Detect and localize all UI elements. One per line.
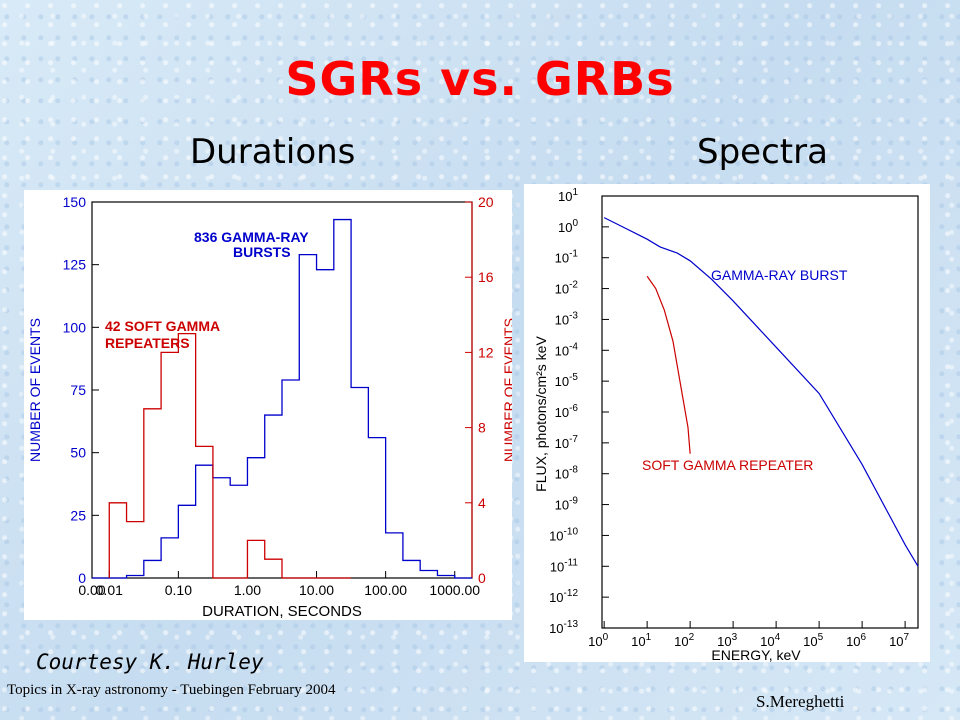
footer-course-info: Topics in X-ray astronomy - Tuebingen Fe… [7, 682, 336, 698]
grb-label-line-1: 836 GAMMA-RAY [194, 229, 309, 245]
histogram-left-y-label: NUMBER OF EVENTS [27, 318, 43, 462]
durations-heading: Durations [190, 132, 356, 172]
histogram-x-tick-label: 0.10 [165, 582, 192, 598]
courtesy-credit: Courtesy K. Hurley [36, 650, 264, 674]
grb-label-line-2: BURSTS [233, 244, 291, 260]
spectra-y-tick-label: 10-12 [549, 588, 578, 605]
spectra-y-tick-label: 10-9 [555, 496, 579, 513]
spectra-y-tick-label: 10-1 [555, 249, 579, 266]
histogram-x-tick-label: 1.00 [234, 582, 261, 598]
grb-spectrum-label: GAMMA-RAY BURST [711, 267, 848, 283]
sgr-spectrum-line [646, 275, 691, 454]
duration-histogram-chart: 0.000.01 0.10 1.00 10.00 100.00 1000.00 0 25 50… [27, 194, 517, 620]
spectra-y-tick-label: 10-8 [555, 465, 579, 482]
histogram-right-y-tick-label: 12 [478, 344, 494, 360]
spectra-y-tick-label: 10-5 [555, 372, 579, 389]
grb-duration-histogram-line [92, 218, 472, 579]
histogram-right-y-tick-label: 0 [478, 570, 486, 586]
spectra-heading: Spectra [697, 132, 828, 172]
spectra-y-tick-label: 10-3 [555, 310, 579, 327]
histogram-right-y-tick-label: 8 [478, 420, 486, 436]
histogram-x-tick-label: 0.01 [96, 582, 123, 598]
spectra-frame [601, 195, 919, 629]
footer-author: S.Mereghetti [756, 692, 845, 711]
histogram-left-y-tick-label: 25 [70, 507, 86, 523]
spectra-y-tick-label: 101 [558, 187, 578, 204]
histogram-left-y-tick-label: 100 [63, 319, 87, 335]
spectra-y-tick-label: 10-2 [555, 280, 579, 297]
histogram-left-y-tick-label: 150 [63, 194, 87, 210]
histogram-x-tick-label: 100.00 [364, 582, 407, 598]
sgr-duration-histogram-line [108, 332, 352, 579]
histogram-right-y-tick-label: 4 [478, 495, 486, 511]
histogram-left-y-tick-label: 0 [78, 570, 86, 586]
histogram-x-tick-label: 0.00 [78, 582, 105, 598]
histogram-right-y-label: NUMBER OF EVENTS [501, 318, 512, 462]
histogram-x-label: DURATION, SECONDS [202, 603, 362, 620]
sgr-label-line-1: 42 SOFT GAMMA [105, 318, 220, 334]
spectra-panel: 100 101 102 103 104 105 106 107 101 100 10-1 10-2 1… [524, 184, 930, 663]
spectra-y-tick-label: 10-6 [555, 403, 579, 420]
slide-title: SGRs vs. GRBs [285, 52, 675, 106]
spectra-x-label: ENERGY, keV [711, 647, 801, 662]
histogram-right-y-tick-label: 20 [478, 194, 494, 210]
spectra-y-tick-label: 10-7 [555, 434, 579, 451]
sgr-label-line-2: REPEATERS [105, 335, 190, 351]
spectra-y-tick-label: 100 [558, 218, 578, 235]
spectra-y-tick-label: 10-11 [550, 557, 579, 574]
spectra-x-tick-label: 101 [631, 632, 651, 649]
histogram-right-y-tick-label: 16 [478, 269, 494, 285]
spectra-x-tick-label: 102 [674, 632, 694, 649]
spectra-x-tick-label: 107 [889, 632, 909, 649]
spectra-y-label: FLUX, photons/cm²s keV [533, 336, 549, 492]
histogram-left-y-tick-label: 125 [63, 257, 87, 273]
sgr-spectrum-label: SOFT GAMMA REPEATER [642, 457, 813, 473]
spectra-x-tick-label: 106 [846, 632, 866, 649]
durations-panel: 0.00 0.01 0.10 1.00 10.00 100.00 1000.00 0 25 50… [24, 190, 517, 620]
spectra-y-tick-label: 10-4 [555, 341, 579, 358]
spectra-x-tick-label: 105 [803, 632, 823, 649]
spectra-y-tick-label: 10-10 [549, 526, 578, 543]
histogram-left-y-tick-label: 50 [70, 445, 86, 461]
histogram-x-tick-label: 1000.00 [429, 582, 480, 598]
histogram-x-tick-label: 10.00 [299, 582, 334, 598]
spectra-y-tick-label: 10-13 [549, 619, 578, 636]
spectra-x-tick-label: 100 [588, 632, 608, 649]
histogram-left-y-tick-label: 75 [70, 382, 86, 398]
spectra-chart: 100 101 102 103 104 105 106 107 10110010-110-21… [533, 187, 919, 663]
grb-spectrum-line [603, 217, 919, 567]
